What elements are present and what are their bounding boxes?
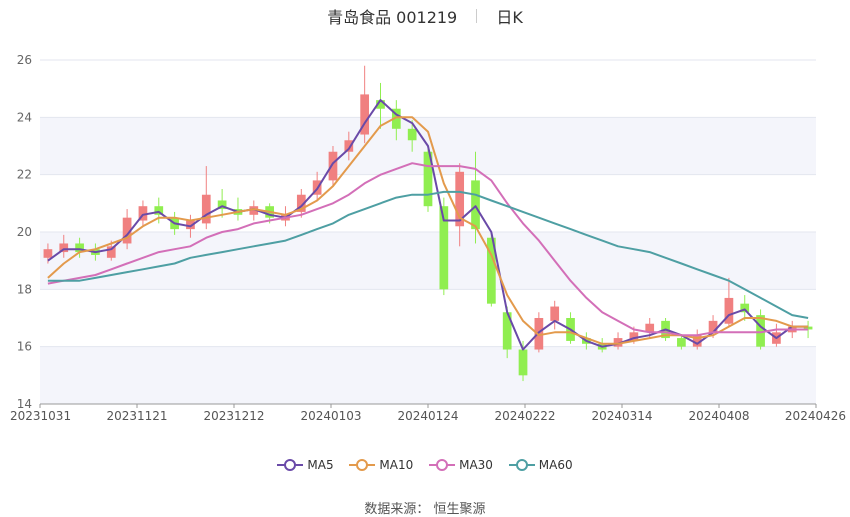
x-tick-label: 20240426 bbox=[785, 409, 846, 423]
candle-body bbox=[677, 338, 686, 347]
candle-body bbox=[740, 303, 750, 313]
candlestick-chart: 14 16 18 20 22 24 26 20231031 20231121 20231212 20… bbox=[10, 53, 846, 423]
legend-label-ma5: MA5 bbox=[307, 458, 334, 472]
candle-body bbox=[43, 249, 53, 258]
legend-item-ma30[interactable]: MA30 bbox=[429, 458, 493, 472]
legend-item-ma60[interactable]: MA60 bbox=[508, 458, 573, 472]
y-tick-label: 16 bbox=[17, 340, 32, 354]
candle-body bbox=[502, 312, 512, 350]
candle-body bbox=[439, 206, 449, 290]
candle-body bbox=[613, 338, 623, 347]
legend-swatch-ma30 bbox=[429, 458, 456, 472]
candle-body bbox=[217, 200, 227, 210]
candle-body bbox=[249, 206, 259, 215]
series-line-ma30 bbox=[47, 162, 809, 337]
candle-body bbox=[486, 237, 496, 304]
stock-name: 青岛食品 001219 bbox=[327, 8, 458, 27]
legend-label-ma10: MA10 bbox=[379, 458, 414, 472]
candle-body bbox=[59, 243, 69, 253]
y-tick-label: 20 bbox=[17, 225, 32, 239]
x-tick-label: 20240408 bbox=[688, 409, 749, 423]
candle-body bbox=[407, 128, 417, 141]
title-divider bbox=[476, 9, 478, 23]
chart-title: 青岛食品 001219 日K bbox=[0, 4, 850, 28]
y-tick-label: 14 bbox=[17, 397, 32, 411]
legend: MA5 MA10 MA30 MA60 bbox=[0, 458, 850, 475]
candle-body bbox=[344, 140, 354, 152]
legend-label-ma30: MA30 bbox=[459, 458, 493, 472]
legend-item-ma5[interactable]: MA5 bbox=[277, 458, 334, 472]
x-tick-label: 20231121 bbox=[106, 409, 167, 423]
candle-body bbox=[471, 180, 480, 230]
candle-body bbox=[106, 246, 116, 258]
candle-body bbox=[550, 306, 560, 321]
candle-body bbox=[328, 151, 338, 181]
data-source: 数据来源： 恒生聚源 bbox=[364, 502, 486, 517]
period-label: 日K bbox=[496, 8, 523, 27]
x-tick-label: 20231031 bbox=[10, 409, 71, 423]
candle-body bbox=[423, 151, 433, 207]
candle-body bbox=[360, 94, 370, 135]
candle-body bbox=[518, 349, 528, 376]
x-tick-label: 20240314 bbox=[591, 409, 652, 423]
grid-band bbox=[40, 232, 816, 290]
legend-label-ma60: MA60 bbox=[538, 458, 573, 472]
candle-body bbox=[645, 323, 655, 333]
candle-body bbox=[122, 217, 132, 244]
candle-body bbox=[138, 206, 148, 221]
candle-body bbox=[724, 297, 734, 324]
candle-body bbox=[186, 220, 195, 230]
series-line-ma60 bbox=[47, 190, 809, 319]
legend-swatch-ma5 bbox=[277, 458, 304, 472]
candle-body bbox=[455, 171, 465, 227]
candle-body bbox=[692, 335, 702, 347]
candle-body bbox=[154, 206, 164, 215]
legend-swatch-ma60 bbox=[508, 458, 535, 472]
candle-body bbox=[803, 326, 813, 330]
candle-body bbox=[376, 100, 385, 109]
y-tick-label: 22 bbox=[17, 168, 32, 182]
grid-band bbox=[40, 346, 816, 404]
candle-body bbox=[391, 108, 401, 129]
x-tick-label: 20240124 bbox=[397, 409, 458, 423]
legend-swatch-ma10 bbox=[349, 458, 376, 472]
y-tick-label: 24 bbox=[17, 110, 32, 124]
candle-body bbox=[296, 194, 306, 212]
candle-body bbox=[75, 243, 84, 253]
candle-body bbox=[201, 194, 211, 224]
candle-body bbox=[756, 315, 765, 347]
x-tick-label: 20240222 bbox=[494, 409, 555, 423]
candle-body bbox=[708, 320, 718, 333]
x-tick-label: 20240103 bbox=[300, 409, 361, 423]
candle-body bbox=[629, 332, 639, 341]
legend-item-ma10[interactable]: MA10 bbox=[349, 458, 413, 472]
x-tick-label: 20231212 bbox=[203, 409, 264, 423]
y-tick-label: 26 bbox=[17, 53, 32, 67]
y-tick-label: 18 bbox=[17, 282, 32, 296]
